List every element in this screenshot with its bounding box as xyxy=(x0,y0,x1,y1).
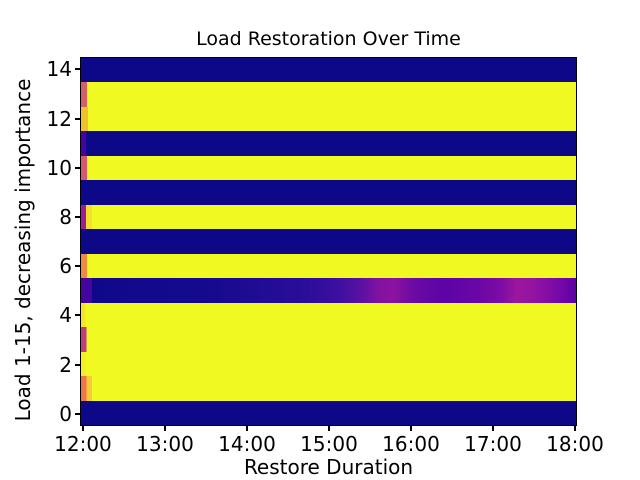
y-tick-label-8: 8 xyxy=(59,204,72,229)
x-tick-mark xyxy=(327,426,330,431)
y-tick-mark xyxy=(75,117,80,120)
y-tick-label-12: 12 xyxy=(46,106,72,131)
y-tick-mark xyxy=(75,68,80,71)
y-tick-mark xyxy=(75,314,80,317)
heatmap-row-load-14 xyxy=(81,58,576,83)
heatmap-row-load-9 xyxy=(81,180,576,205)
y-tick-label-14: 14 xyxy=(46,57,72,82)
y-tick-label-0: 0 xyxy=(59,401,72,426)
y-tick-label-4: 4 xyxy=(59,303,72,328)
x-axis-label: Restore Duration xyxy=(243,455,414,479)
heatmap-row-load-0 xyxy=(81,400,576,426)
x-tick-label-1800: 18:00 xyxy=(546,432,604,456)
chart-title: Load Restoration Over Time xyxy=(196,28,461,50)
y-tick-label-2: 2 xyxy=(59,352,72,377)
x-tick-label-1500: 15:00 xyxy=(300,432,358,456)
x-tick-mark xyxy=(245,426,248,431)
heatmap-row-load-6 xyxy=(81,253,576,279)
heatmap-plot-area xyxy=(80,57,577,426)
y-tick-mark xyxy=(75,265,80,268)
y-tick-mark xyxy=(75,166,80,169)
heatmap-row-load-4 xyxy=(81,302,576,328)
x-tick-mark xyxy=(574,426,576,431)
y-tick-label-6: 6 xyxy=(59,254,72,279)
x-tick-mark xyxy=(81,426,84,431)
heatmap-row-load-12 xyxy=(81,106,576,132)
y-tick-label-10: 10 xyxy=(46,155,72,180)
x-tick-label-1200: 12:00 xyxy=(54,432,112,456)
x-tick-mark xyxy=(410,426,412,431)
x-tick-label-1400: 14:00 xyxy=(218,432,276,456)
x-tick-label-1600: 16:00 xyxy=(382,432,440,456)
y-tick-mark xyxy=(75,412,80,415)
x-tick-mark xyxy=(163,426,166,431)
x-tick-label-1700: 17:00 xyxy=(464,432,522,456)
heatmap-row-load-1 xyxy=(81,376,576,401)
x-tick-mark xyxy=(492,426,494,431)
heatmap-row-load-7 xyxy=(81,229,576,254)
y-tick-mark xyxy=(75,363,80,366)
heatmap-row-load-10 xyxy=(81,155,576,181)
y-tick-mark xyxy=(75,215,80,218)
heatmap-row-load-3 xyxy=(81,327,576,352)
heatmap-row-load-13 xyxy=(81,82,576,107)
heatmap-row-load-11 xyxy=(81,131,576,156)
x-tick-label-1300: 13:00 xyxy=(136,432,194,456)
heatmap-row-load-2 xyxy=(81,351,576,377)
heatmap-row-load-5 xyxy=(81,278,576,303)
heatmap-row-load-8 xyxy=(81,204,576,230)
